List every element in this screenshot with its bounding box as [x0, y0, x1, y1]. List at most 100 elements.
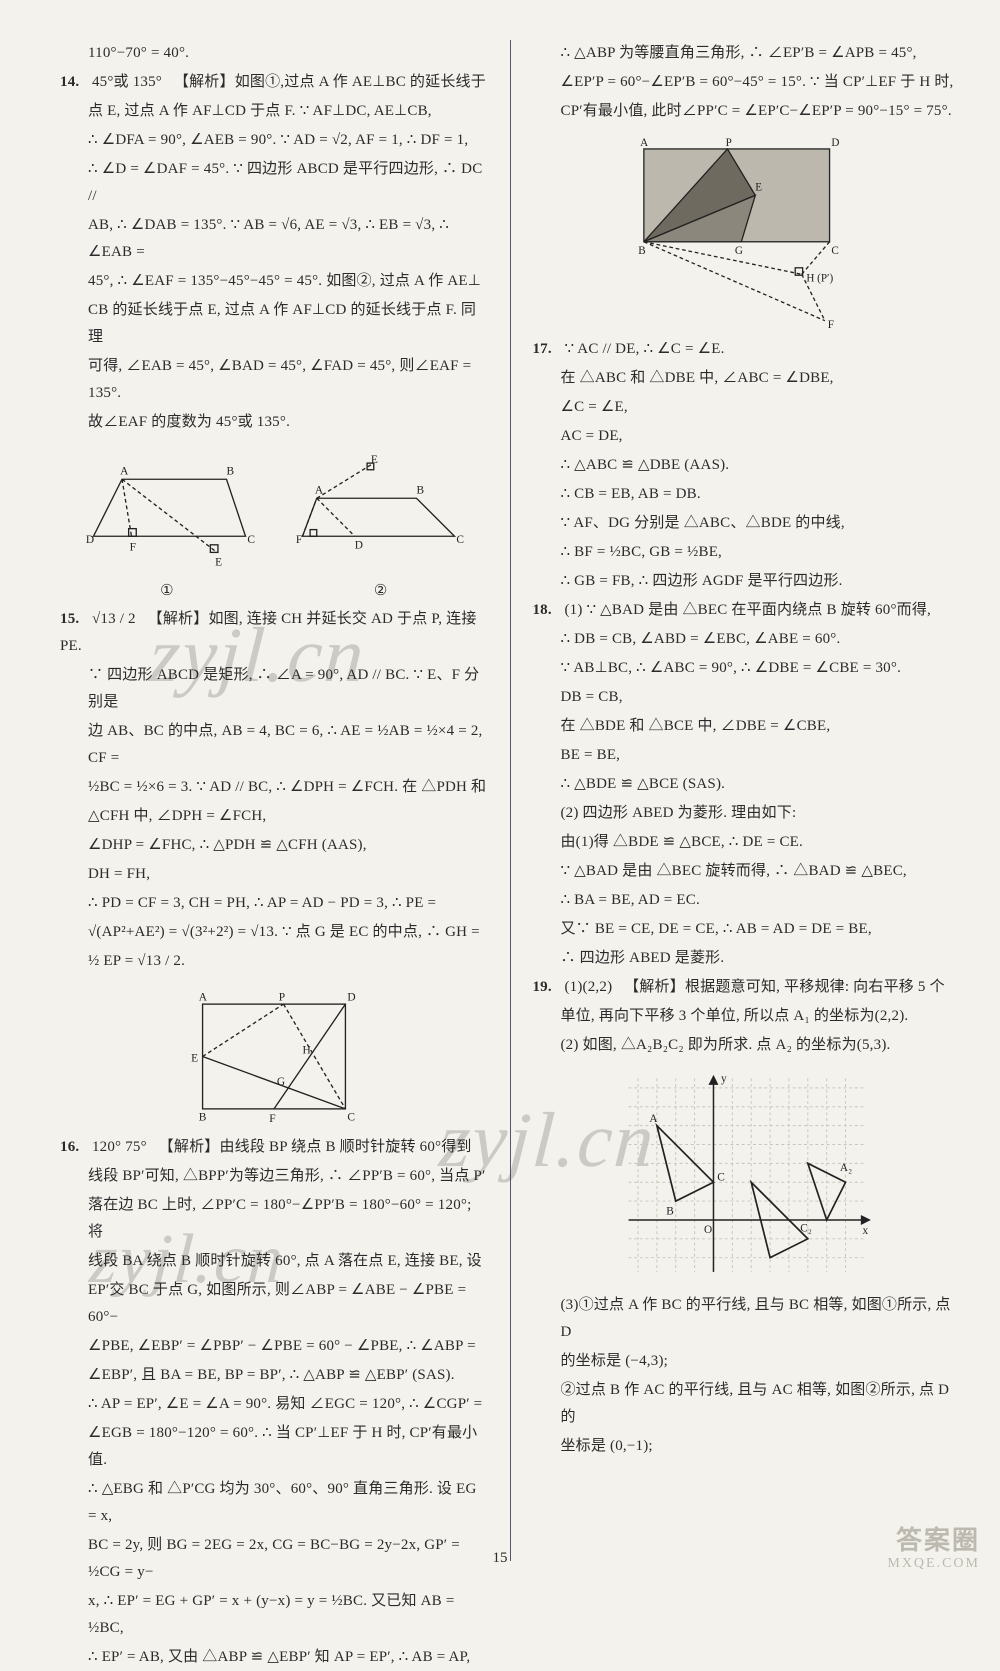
text-line: ∠EBP′, 且 BA = BE, BP = BP′, ∴ △ABP ≌ △EB…: [60, 1362, 488, 1389]
text-line: ∵ 四边形 ABCD 是矩形, ∴ ∠A = 90°, AD // BC. ∵ …: [60, 662, 488, 716]
problem-17: 17. ∵ AC // DE, ∴ ∠C = ∠E.: [532, 336, 960, 363]
figure-label: ②: [374, 581, 387, 600]
column-divider: [510, 40, 511, 1561]
figure-15: A D B C P E F G H: [60, 985, 488, 1128]
svg-text:P: P: [279, 991, 285, 1003]
svg-text:C: C: [347, 1111, 355, 1123]
svg-text:C: C: [832, 245, 839, 257]
answer: √13 / 2: [92, 611, 136, 627]
analysis-tag: 【解析】: [624, 979, 685, 995]
figure-label: ①: [160, 581, 173, 600]
answer: 45°或 135°: [92, 74, 162, 90]
text-line: ∠DHP = ∠FHC, ∴ △PDH ≌ △CFH (AAS),: [60, 832, 488, 859]
problem-15: 15. √13 / 2 【解析】如图, 连接 CH 并延长交 AD 于点 P, …: [60, 606, 488, 660]
svg-text:A: A: [640, 137, 648, 149]
text-line: ∠EP′P = 60°−∠EP′B = 60°−45° = 15°. ∵ 当 C…: [532, 69, 960, 96]
svg-text:F: F: [296, 534, 302, 546]
text-line: DH = FH,: [60, 861, 488, 888]
problem-number: 16.: [60, 1134, 88, 1161]
text-line: 45°, ∴ ∠EAF = 135°−45°−45° = 45°. 如图②, 过…: [60, 268, 488, 295]
svg-text:A: A: [199, 991, 208, 1003]
text-line: EP′交 BC 于点 G, 如图所示, 则∠ABP = ∠ABE − ∠PBE …: [60, 1277, 488, 1331]
analysis-tag: 【解析】: [174, 74, 235, 90]
figure-14: A B C D F E A: [60, 446, 488, 600]
svg-text:H (P′): H (P′): [807, 273, 834, 285]
text-line: 线段 BP′可知, △BPP′为等边三角形, ∴ ∠PP′B = 60°, 当点…: [60, 1163, 488, 1190]
figure-16: A D B C P E G: [532, 135, 960, 330]
svg-text:C: C: [717, 1171, 725, 1183]
problem-19: 19. (1)(2,2) 【解析】根据题意可知, 平移规律: 向右平移 5 个: [532, 974, 960, 1001]
text-line: 线段 BA 绕点 B 顺时针旋转 60°, 点 A 落在点 E, 连接 BE, …: [60, 1248, 488, 1275]
text-line: ∠PBE, ∠EBP′ = ∠PBP′ − ∠PBE = 60° − ∠PBE,…: [60, 1333, 488, 1360]
svg-text:C: C: [456, 534, 464, 546]
text-line: 点 E, 过点 A 作 AF⊥CD 于点 F. ∵ AF⊥DC, AE⊥CB,: [60, 98, 488, 125]
problem-16: 16. 120° 75° 【解析】由线段 BP 绕点 B 顺时针旋转 60°得到: [60, 1134, 488, 1161]
svg-text:D: D: [355, 540, 363, 552]
svg-text:y: y: [721, 1073, 727, 1085]
text-line: ∴ EP′ = AB, 又由 △ABP ≌ △EBP′ 知 AP = EP′, …: [60, 1644, 488, 1671]
text-line: AC = DE,: [532, 423, 960, 450]
problem-number: 18.: [532, 597, 560, 624]
svg-text:x: x: [862, 1225, 868, 1237]
text-line: 边 AB、BC 的中点, AB = 4, BC = 6, ∴ AE = ½AB …: [60, 718, 488, 772]
text-line: △CFH 中, ∠DPH = ∠FCH,: [60, 803, 488, 830]
text-line: ∴ DB = CB, ∠ABD = ∠EBC, ∠ABE = 60°.: [532, 626, 960, 653]
analysis-tag: 【解析】: [159, 1139, 220, 1155]
text-line: ∵ AF、DG 分别是 △ABC、△BDE 的中线,: [532, 510, 960, 537]
text-line: ∴ ∠DFA = 90°, ∠AEB = 90°. ∵ AD = √2, AF …: [60, 127, 488, 154]
text-line: √(AP²+AE²) = √(3²+2²) = √13. ∵ 点 G 是 EC …: [60, 919, 488, 946]
text-line: 故∠EAF 的度数为 45°或 135°.: [60, 409, 488, 436]
text-line: ②过点 B 作 AC 的平行线, 且与 AC 相等, 如图②所示, 点 D 的: [532, 1377, 960, 1431]
figure-19: x y O A B C: [532, 1069, 960, 1286]
text-line: CP′有最小值, 此时∠PP′C = ∠EP′C−∠EP′P = 90°−15°…: [532, 98, 960, 125]
svg-text:B: B: [226, 466, 234, 478]
analysis-tag: 【解析】: [148, 611, 209, 627]
text-line: 在 △BDE 和 △BCE 中, ∠DBE = ∠CBE,: [532, 713, 960, 740]
text-line: ∠C = ∠E,: [532, 394, 960, 421]
svg-text:O: O: [704, 1224, 712, 1236]
text-line: ∴ ∠D = ∠DAF = 45°. ∵ 四边形 ABCD 是平行四边形, ∴ …: [60, 156, 488, 210]
text-line: CB 的延长线于点 E, 过点 A 作 AF⊥CD 的延长线于点 F. 同理: [60, 297, 488, 351]
svg-text:C₂: C₂: [800, 1222, 812, 1234]
text-line: ∵ AC // DE, ∴ ∠C = ∠E.: [564, 341, 724, 357]
text-line: ∴ CB = EB, AB = DB.: [532, 481, 960, 508]
svg-text:B: B: [639, 245, 646, 257]
text-line: ∵ △BAD 是由 △BEC 旋转而得, ∴ △BAD ≌ △BEC,: [532, 858, 960, 885]
text-line: 坐标是 (0,−1);: [532, 1433, 960, 1460]
text-line: (1) ∵ △BAD 是由 △BEC 在平面内绕点 B 旋转 60°而得,: [564, 602, 931, 618]
problem-number: 17.: [532, 336, 560, 363]
answer: 120° 75°: [92, 1139, 147, 1155]
text-line: 根据题意可知, 平移规律: 向右平移 5 个: [685, 979, 945, 995]
text-line: 110°−70° = 40°.: [60, 40, 488, 67]
watermark-stamp-bottom: MXQE.COM: [887, 1556, 980, 1571]
problem-18: 18. (1) ∵ △BAD 是由 △BEC 在平面内绕点 B 旋转 60°而得…: [532, 597, 960, 624]
text-line: 由线段 BP 绕点 B 顺时针旋转 60°得到: [219, 1139, 471, 1155]
svg-text:B: B: [666, 1205, 674, 1217]
svg-text:E: E: [191, 1052, 198, 1064]
text-line: 如图①,过点 A 作 AE⊥BC 的延长线于: [235, 74, 486, 90]
text-line: (2) 四边形 ABED 为菱形. 理由如下:: [532, 800, 960, 827]
text-line: (3)①过点 A 作 BC 的平行线, 且与 BC 相等, 如图①所示, 点 D: [532, 1292, 960, 1346]
text-line: ½ EP = √13 / 2.: [60, 948, 488, 975]
text-line: ∴ AP = EP′, ∠E = ∠A = 90°. 易知 ∠EGC = 120…: [60, 1391, 488, 1418]
svg-text:E: E: [756, 182, 763, 194]
text-line: ∠EGB = 180°−120° = 60°. ∴ 当 CP′⊥EF 于 H 时…: [60, 1420, 488, 1474]
page-number: 15: [493, 1550, 508, 1567]
svg-text:E: E: [215, 557, 222, 569]
text-line: ∴ △ABP 为等腰直角三角形, ∴ ∠EP′B = ∠APB = 45°,: [532, 40, 960, 67]
left-column: 110°−70° = 40°. 14. 45°或 135° 【解析】如图①,过点…: [60, 40, 488, 1561]
svg-text:B: B: [416, 485, 424, 497]
text-line: ∴ △EBG 和 △P′CG 均为 30°、60°、90° 直角三角形. 设 E…: [60, 1476, 488, 1530]
text-line: x, ∴ EP′ = EG + GP′ = x + (y−x) = y = ½B…: [60, 1588, 488, 1642]
problem-14: 14. 45°或 135° 【解析】如图①,过点 A 作 AE⊥BC 的延长线于: [60, 69, 488, 96]
text-line: BE = BE,: [532, 742, 960, 769]
watermark-stamp-top: 答案圈: [887, 1527, 980, 1556]
text-line: 又∵ BE = CE, DE = CE, ∴ AB = AD = DE = BE…: [532, 916, 960, 943]
svg-text:D: D: [86, 534, 94, 546]
text-line: ½BC = ½×6 = 3. ∵ AD // BC, ∴ ∠DPH = ∠FCH…: [60, 774, 488, 801]
svg-text:D: D: [832, 137, 840, 149]
text-line: (2) 如图, △A₂B₂C₂ 即为所求. 点 A₂ 的坐标为(5,3).: [532, 1032, 960, 1059]
text-line: ∵ AB⊥BC, ∴ ∠ABC = 90°, ∴ ∠DBE = ∠CBE = 3…: [532, 655, 960, 682]
text-line: ∴ 四边形 ABED 是菱形.: [532, 945, 960, 972]
svg-text:B: B: [199, 1111, 207, 1123]
